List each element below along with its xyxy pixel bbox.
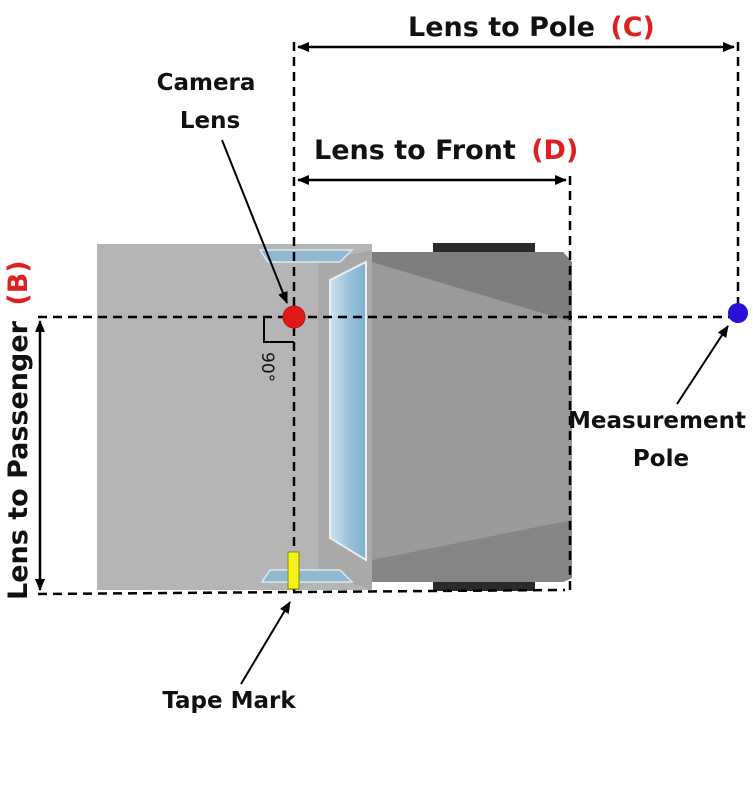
lens-to-passenger-text: Lens to Passenger bbox=[3, 320, 34, 600]
passenger-side-reference-line bbox=[37, 588, 566, 596]
lens-to-front-code: (D) bbox=[531, 135, 578, 166]
right-angle-marker bbox=[263, 317, 294, 343]
angle-label: 90° bbox=[257, 352, 277, 382]
dimension-arrows bbox=[35, 42, 735, 591]
vehicle-top-view bbox=[97, 243, 572, 591]
tire-top bbox=[433, 243, 535, 253]
camera-lens-label: Camera Lens bbox=[157, 70, 264, 134]
lens-to-pole-code: (C) bbox=[610, 12, 655, 43]
callout-arrows bbox=[221, 139, 729, 685]
tape-mark-callout-arrow bbox=[240, 601, 291, 685]
lens-to-front-text: Lens to Front bbox=[314, 135, 516, 166]
lens-to-passenger-label: Lens to Passenger (B) bbox=[3, 260, 34, 600]
hood-top-shade bbox=[372, 252, 572, 322]
camera-lens-callout-arrow bbox=[221, 139, 288, 304]
tape-mark-icon bbox=[287, 551, 300, 590]
lens-to-front-label: Lens to Front (D) bbox=[314, 135, 578, 166]
lens-to-pole-text: Lens to Pole bbox=[408, 12, 595, 43]
measurement-pole-dot bbox=[728, 303, 748, 323]
tire-bottom bbox=[433, 581, 535, 591]
lens-to-pole-label: Lens to Pole (C) bbox=[408, 12, 655, 43]
hood-bottom-shade bbox=[372, 520, 572, 582]
windshield-glass bbox=[329, 260, 367, 562]
vehicle-hood bbox=[372, 252, 572, 582]
measurement-pole-callout-arrow bbox=[676, 325, 729, 405]
measurement-pole-label: Measurement Pole bbox=[568, 408, 753, 472]
lens-to-passenger-code: (B) bbox=[3, 260, 34, 305]
camera-lens-dot bbox=[282, 305, 306, 329]
tape-mark-label: Tape Mark bbox=[162, 688, 296, 714]
side-window-bottom bbox=[260, 569, 354, 583]
side-window-top bbox=[258, 249, 354, 263]
